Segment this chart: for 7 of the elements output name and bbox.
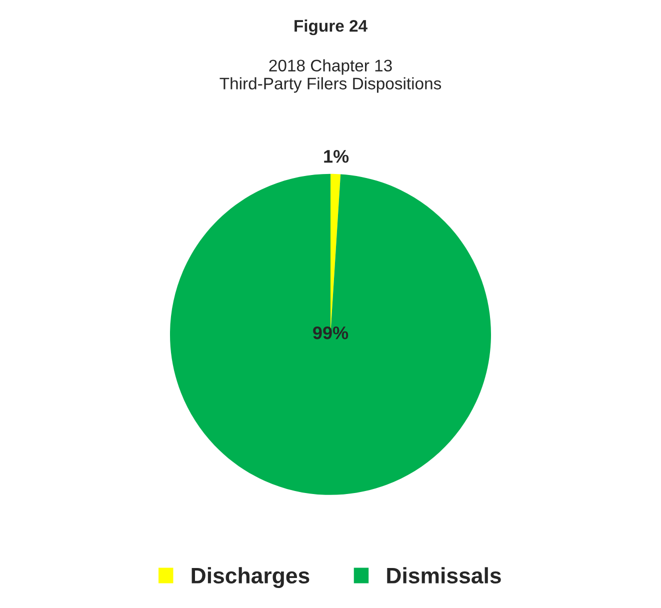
- data-label: 1%: [324, 150, 349, 163]
- legend-label: Dismissals: [387, 567, 501, 584]
- data-label: 99%: [313, 326, 348, 340]
- legend-label: Discharges: [192, 567, 310, 588]
- chart-subtitle: 2018 Chapter 13 Third-Party Filers Dispositions: [220, 59, 442, 93]
- pie-slice: [170, 174, 491, 495]
- chart-title: Figure 24: [294, 20, 368, 36]
